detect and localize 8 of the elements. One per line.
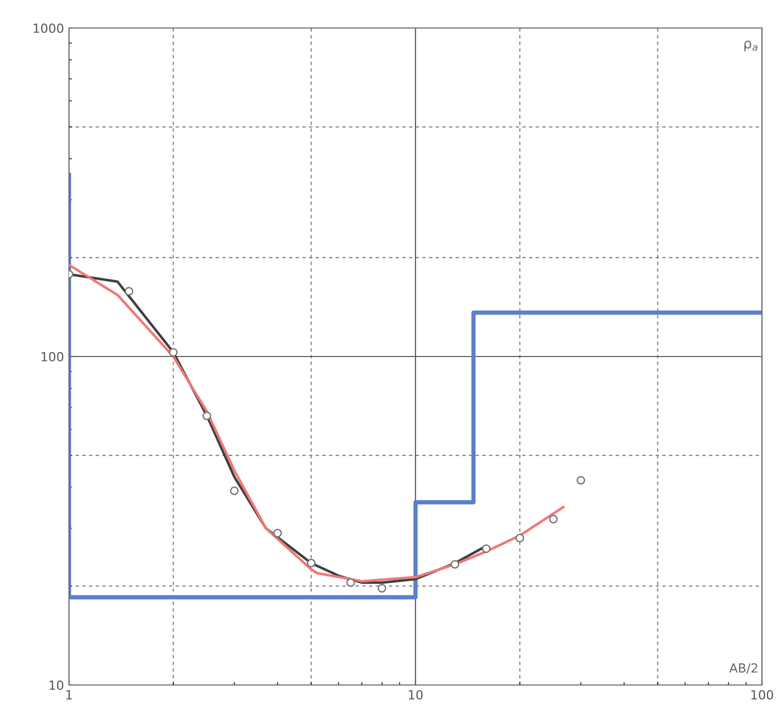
y-tick-label: 100	[42, 352, 64, 362]
x-tick-label: 1	[66, 690, 72, 700]
x-tick-label: 100	[751, 690, 774, 700]
y-axis-title: ρ$_{a}$	[744, 40, 758, 52]
x-tick-label: 10	[408, 690, 423, 700]
y-tick-label: 1000	[34, 23, 64, 33]
x-axis-title: AB/2	[729, 663, 758, 674]
y-tick-label: 10	[50, 680, 64, 690]
